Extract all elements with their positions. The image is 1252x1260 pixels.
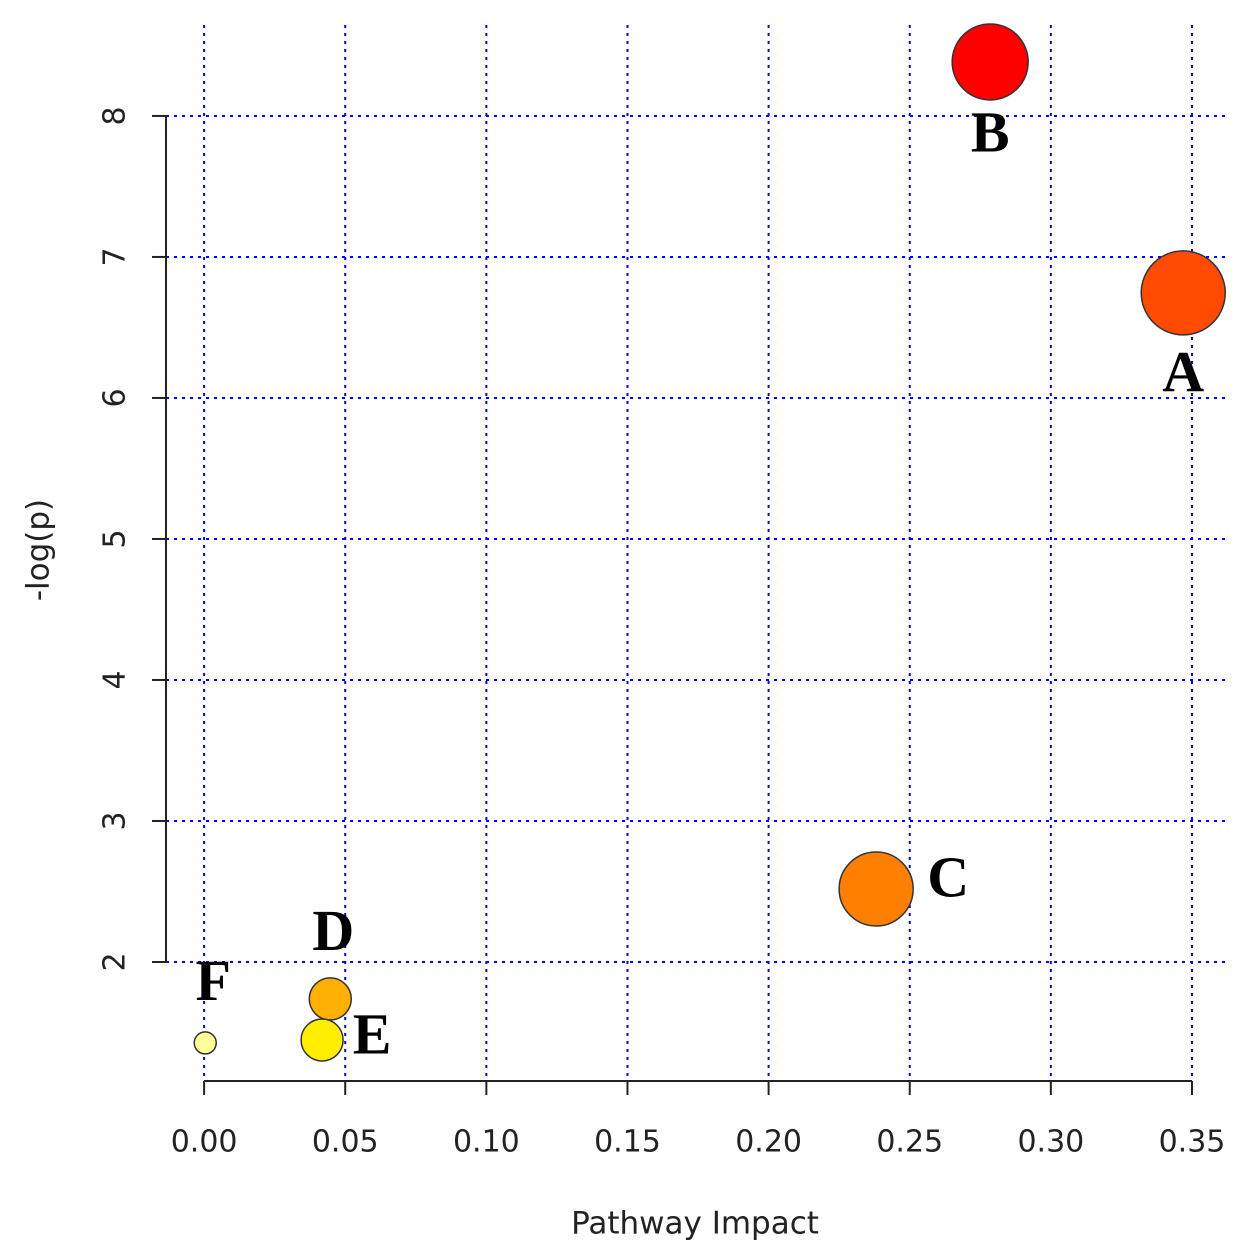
y-tick-label: 8 [98,106,133,125]
y-axis-title: -log(p) [21,499,57,601]
y-tick-label: 5 [98,529,133,548]
y-tick-label: 6 [98,388,133,407]
point-label: F [196,948,231,1013]
bubble [300,1018,344,1062]
y-tick-label: 3 [98,811,133,830]
y-tick-label: 2 [98,952,133,971]
point-label: B [971,99,1010,164]
x-tick-label: 0.15 [594,1125,661,1160]
bubble [193,1031,217,1055]
x-tick-label: 0.05 [312,1125,379,1160]
point-label: C [927,844,969,909]
x-tick-label: 0.30 [1017,1125,1084,1160]
x-tick-label: 0.35 [1159,1125,1226,1160]
y-tick-label: 7 [98,247,133,266]
x-axis-title: Pathway Impact [571,1206,819,1242]
bubble [838,851,914,927]
bubble [308,977,353,1021]
x-tick-label: 0.25 [876,1125,943,1160]
bubble [951,23,1029,101]
y-tick-label: 4 [98,670,133,689]
point-label: A [1162,339,1204,404]
x-tick-label: 0.10 [453,1125,520,1160]
bubble [1140,250,1226,336]
x-tick-label: 0.00 [171,1125,238,1160]
x-tick-label: 0.20 [735,1125,802,1160]
point-label: D [312,898,354,963]
point-label: E [353,1001,392,1066]
